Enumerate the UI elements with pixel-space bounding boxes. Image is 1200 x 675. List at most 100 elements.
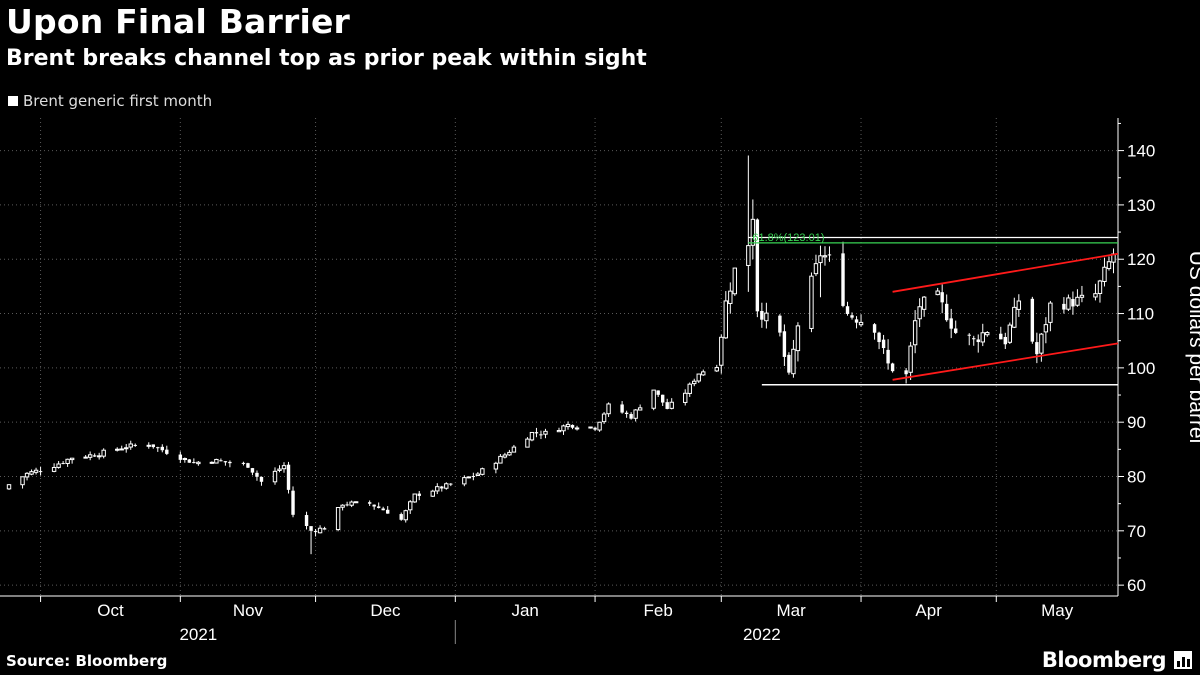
candle-body-up: [606, 403, 611, 415]
candle-body-up: [908, 345, 913, 373]
candle-body-up: [146, 444, 151, 447]
candle-body-up: [1079, 294, 1085, 298]
candle-body-down: [399, 514, 403, 520]
candle-body-up: [317, 527, 323, 534]
candle-body-up: [980, 332, 985, 343]
chart-subtitle: Brent breaks channel top as prior peak w…: [6, 46, 647, 71]
candle-body-down: [886, 349, 890, 364]
candle-body-down: [259, 476, 264, 482]
candle-body-down: [877, 332, 881, 343]
candle-body-up: [561, 425, 566, 432]
candle-body-down: [755, 219, 760, 312]
candle-body-down: [629, 414, 633, 419]
candle-body-down: [449, 483, 453, 485]
candle-body-up: [209, 461, 215, 464]
candle-body-up: [1066, 297, 1071, 310]
candle-body-up: [403, 510, 408, 521]
y-tick-label: 100: [1127, 359, 1155, 378]
candle-body-down: [624, 412, 629, 415]
candle-body-up: [795, 325, 801, 352]
candle-body-up: [597, 421, 602, 431]
chart-title: Upon Final Barrier: [6, 2, 351, 41]
candle-body-up: [196, 461, 201, 465]
candle-body-up: [96, 455, 102, 458]
candle-body-up: [719, 336, 724, 366]
candle-body-down: [940, 292, 944, 303]
candle-body-down: [782, 331, 787, 357]
y-tick-label: 90: [1127, 413, 1146, 432]
candle-body-up: [687, 383, 692, 394]
candle-body-up: [214, 458, 219, 464]
candle-body-up: [412, 493, 417, 503]
candle-body-down: [372, 504, 376, 507]
candle-body-down: [160, 446, 164, 451]
candle-body-up: [24, 472, 30, 478]
candle-body-down: [778, 315, 782, 333]
brand-name: Bloomberg: [1041, 648, 1167, 672]
candle-body-down: [570, 424, 575, 428]
candle-body-down: [165, 449, 169, 454]
candle-body-up: [408, 501, 413, 511]
candle-body-up: [701, 371, 706, 376]
candle-body-down: [890, 363, 895, 372]
x-month-label: Jan: [511, 601, 538, 620]
candle-body-down: [881, 339, 886, 349]
x-month-label: Apr: [915, 601, 942, 620]
candle-body-up: [435, 486, 440, 492]
candle-body-up: [272, 470, 278, 483]
candle-body-down: [313, 531, 318, 533]
candle-body-up: [20, 476, 25, 486]
x-month-label: Mar: [777, 601, 807, 620]
candle-body-down: [904, 370, 908, 375]
candle-body-down: [1035, 342, 1039, 355]
candle-body-up: [69, 457, 75, 461]
channel-top-line: [892, 252, 1119, 293]
candle-body-up: [985, 332, 990, 336]
candle-body-down: [61, 463, 65, 465]
candle-body-down: [322, 528, 327, 530]
candle-body-down: [967, 334, 971, 336]
candle-body-down: [841, 253, 845, 306]
candle-body-up: [124, 447, 129, 450]
y-tick-label: 60: [1127, 576, 1146, 595]
candle-body-down: [219, 460, 223, 462]
candle-body-down: [286, 464, 291, 490]
candle-body-up: [565, 423, 571, 428]
y-tick-label: 140: [1127, 142, 1155, 161]
candle-body-up: [1093, 293, 1098, 298]
candle-body-up: [574, 427, 580, 430]
candle-body-up: [692, 380, 697, 385]
candle-body-up: [1039, 333, 1044, 354]
candle-body-down: [620, 404, 624, 413]
candle-body-down: [381, 508, 385, 511]
candle-body-down: [304, 515, 309, 526]
candle-body-up: [637, 407, 643, 411]
candle-body-down: [976, 339, 980, 343]
candle-body-up: [128, 443, 133, 448]
candle-body-up: [281, 465, 287, 470]
candle-body-up: [56, 463, 61, 468]
candle-body-up: [1075, 296, 1080, 306]
fib-label: 61.8%(123.01): [752, 232, 824, 244]
candle-body-down: [241, 462, 246, 464]
candle-body-down: [787, 354, 791, 373]
candle-body-up: [33, 469, 39, 473]
candle-body-down: [192, 462, 196, 464]
candle-body-up: [1043, 324, 1049, 333]
candle-body-up: [480, 468, 485, 475]
candle-body-down: [872, 324, 877, 333]
candle-body-down: [827, 254, 832, 256]
candle-body-up: [493, 462, 499, 470]
candle-body-up: [83, 456, 88, 459]
candle-body-up: [633, 409, 638, 419]
y-tick-label: 70: [1127, 522, 1146, 541]
source-note: Source: Bloomberg: [6, 652, 168, 670]
candle-body-up: [349, 501, 354, 506]
candle-body-down: [291, 490, 295, 515]
candle-body-down: [345, 504, 349, 506]
y-tick-label: 80: [1127, 468, 1146, 487]
bloomberg-terminal-icon: [1174, 651, 1192, 669]
candle-body-up: [6, 484, 12, 490]
candle-body-down: [1071, 299, 1075, 307]
candle-body-up: [588, 426, 593, 429]
